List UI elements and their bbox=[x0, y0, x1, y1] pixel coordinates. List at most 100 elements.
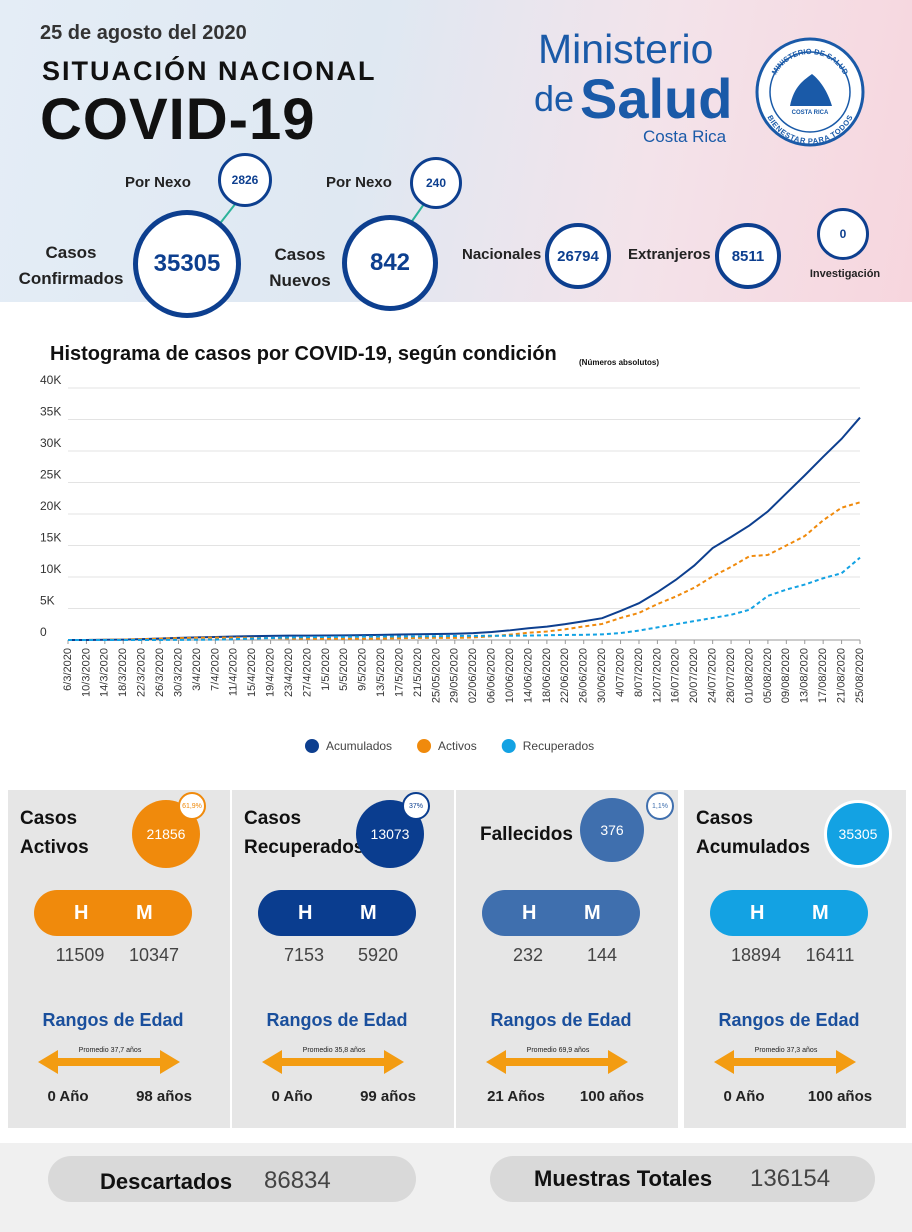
stat-circle: 8511 bbox=[715, 223, 781, 289]
age-arrow: Promedio 37,3 años bbox=[714, 1047, 856, 1074]
x-tick-label: 22/06/2020 bbox=[559, 648, 571, 703]
ages-title: Rangos de Edad bbox=[718, 1010, 860, 1030]
x-tick-label: 3/4/2020 bbox=[191, 648, 203, 691]
stat-label: Extranjeros bbox=[628, 246, 711, 263]
stat-label: Por Nexo bbox=[326, 174, 392, 191]
x-tick-label: 5/5/2020 bbox=[338, 648, 350, 691]
stat-circle: 2826 bbox=[218, 153, 272, 207]
x-tick-label: 17/08/2020 bbox=[817, 648, 829, 703]
header: 25 de agosto del 2020 SITUACIÓN NACIONAL… bbox=[0, 0, 912, 318]
age-min: 21 Años bbox=[487, 1088, 545, 1105]
footer-pill: Muestras Totales 136154 bbox=[490, 1156, 875, 1202]
y-tick-label: 35K bbox=[40, 405, 61, 419]
stat-circle: 0 bbox=[817, 208, 869, 260]
ages-title: Rangos de Edad bbox=[490, 1010, 632, 1030]
logo-text: Costa Rica bbox=[643, 127, 727, 146]
seal: MINISTERIO DE SALUD BIENESTAR PARA TODOS… bbox=[755, 37, 865, 147]
headline: COVID-19 bbox=[40, 87, 316, 152]
x-tick-label: 28/07/2020 bbox=[725, 648, 737, 703]
legend-marker bbox=[501, 739, 516, 753]
sex-value: 7153 bbox=[283, 945, 325, 965]
x-tick-label: 26/3/2020 bbox=[154, 648, 166, 697]
age-average: Promedio 35,8 años bbox=[303, 1047, 366, 1054]
y-tick-label: 0 bbox=[40, 625, 47, 639]
footer-pill: Descartados 86834 bbox=[48, 1156, 416, 1202]
x-tick-label: 1/5/2020 bbox=[320, 648, 332, 691]
x-tick-label: 06/06/2020 bbox=[486, 648, 498, 703]
x-tick-label: 16/07/2020 bbox=[670, 648, 682, 703]
card-circle: 376 bbox=[580, 798, 644, 862]
arrow bbox=[714, 1050, 856, 1074]
age-arrow: Promedio 35,8 años bbox=[262, 1047, 404, 1074]
stat-circle: 842 bbox=[342, 215, 438, 311]
sex-value: 16411 bbox=[805, 945, 855, 965]
arrow bbox=[262, 1050, 404, 1074]
seal-map bbox=[790, 74, 832, 106]
x-tick-label: 20/07/2020 bbox=[688, 648, 700, 703]
x-tick-label: 18/3/2020 bbox=[117, 648, 129, 697]
chart-subtitle: (Números absolutos) bbox=[579, 358, 659, 367]
y-tick-label: 30K bbox=[40, 436, 61, 450]
age-arrow: Promedio 69,9 años bbox=[486, 1047, 628, 1074]
x-tick-label: 8/07/2020 bbox=[633, 648, 645, 697]
legend-marker bbox=[417, 739, 432, 753]
legend-label: Recuperados bbox=[523, 739, 594, 753]
age-min: 0 Año bbox=[271, 1088, 313, 1105]
y-tick-label: 10K bbox=[40, 562, 61, 576]
stat-label: Casos Confirmados bbox=[18, 243, 124, 288]
sex-value: 232 bbox=[512, 945, 544, 965]
seal-text: COSTA RICA bbox=[792, 110, 829, 116]
legend-marker bbox=[305, 739, 319, 753]
x-tick-label: 14/06/2020 bbox=[522, 648, 534, 703]
title: SITUACIÓN NACIONAL bbox=[42, 56, 377, 86]
x-tick-label: 30/3/2020 bbox=[172, 648, 184, 697]
legend-label: Acumulados bbox=[326, 739, 392, 753]
x-tick-label: 10/3/2020 bbox=[80, 648, 92, 697]
logo-text: de bbox=[534, 78, 575, 119]
sex-value: 5920 bbox=[357, 945, 399, 965]
sex-value: 10347 bbox=[128, 945, 180, 965]
card-title: Casos Acumulados bbox=[696, 808, 811, 858]
series-line bbox=[68, 556, 861, 641]
x-tick-label: 26/06/2020 bbox=[578, 648, 590, 703]
x-tick-label: 23/4/2020 bbox=[283, 648, 295, 697]
x-tick-label: 01/08/2020 bbox=[743, 648, 755, 703]
footer-label: Descartados bbox=[100, 1169, 233, 1194]
y-tick-label: 25K bbox=[40, 468, 61, 482]
x-tick-label: 24/07/2020 bbox=[707, 648, 719, 703]
x-tick-label: 6/3/2020 bbox=[62, 648, 74, 691]
arrow bbox=[486, 1050, 628, 1074]
card-title: Fallecidos bbox=[480, 824, 573, 845]
legend-label: Activos bbox=[438, 739, 477, 753]
stat-label: Casos Nuevos bbox=[269, 245, 331, 290]
age-average: Promedio 69,9 años bbox=[527, 1047, 590, 1054]
x-tick-label: 25/08/2020 bbox=[854, 648, 866, 703]
x-tick-label: 21/5/2020 bbox=[412, 648, 424, 697]
sex-label: M bbox=[812, 902, 829, 924]
sex-label: H bbox=[74, 902, 89, 924]
ages-title: Rangos de Edad bbox=[266, 1010, 408, 1030]
x-tick-label: 18/06/2020 bbox=[541, 648, 553, 703]
age-average: Promedio 37,3 años bbox=[755, 1047, 818, 1054]
x-tick-label: 29/05/2020 bbox=[449, 648, 461, 703]
age-max: 99 años bbox=[360, 1088, 416, 1105]
footer-label: Muestras Totales bbox=[534, 1166, 713, 1191]
card-percent: 61,9% bbox=[178, 792, 206, 820]
footer-value: 86834 bbox=[264, 1167, 331, 1194]
chart: Histograma de casos por COVID-19, según … bbox=[40, 343, 866, 753]
y-tick-label: 40K bbox=[40, 373, 61, 387]
age-min: 0 Año bbox=[723, 1088, 765, 1105]
x-tick-label: 13/08/2020 bbox=[799, 648, 811, 703]
x-tick-label: 17/5/2020 bbox=[393, 648, 405, 697]
stat-circle: 35305 bbox=[133, 210, 241, 318]
x-tick-label: 9/5/2020 bbox=[357, 648, 369, 691]
arrow bbox=[38, 1050, 180, 1074]
x-tick-label: 13/5/2020 bbox=[375, 648, 387, 697]
sex-value: 144 bbox=[586, 945, 618, 965]
x-tick-label: 05/08/2020 bbox=[762, 648, 774, 703]
date: 25 de agosto del 2020 bbox=[40, 22, 247, 44]
sex-label: H bbox=[750, 902, 765, 924]
age-max: 98 años bbox=[136, 1088, 192, 1105]
